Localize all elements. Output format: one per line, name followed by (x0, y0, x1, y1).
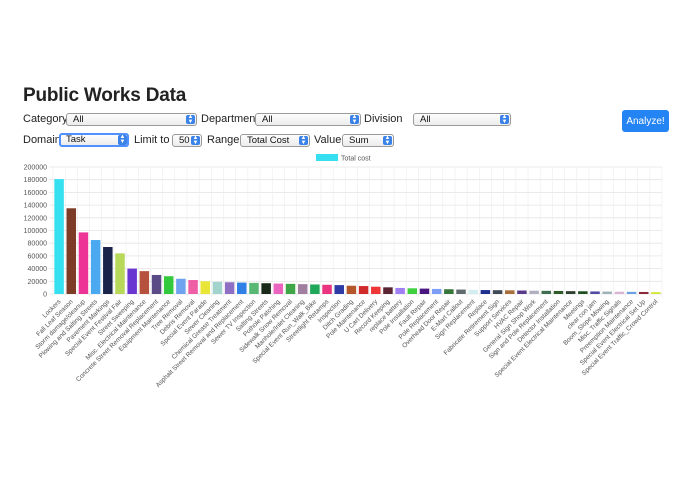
bar (651, 292, 661, 294)
bar (346, 285, 357, 294)
category-select-value: All (73, 114, 84, 125)
select-arrows-icon: ▲ ▼ (299, 135, 308, 146)
bar (54, 179, 64, 294)
y-tick-label: 120000 (24, 215, 47, 222)
bar (383, 287, 393, 294)
bar (638, 291, 649, 294)
bar (602, 291, 612, 294)
bar (188, 280, 198, 294)
limit-label: Limit to (134, 134, 170, 146)
bar (151, 274, 162, 294)
bar (480, 290, 491, 294)
legend-label: Total cost (341, 156, 371, 163)
category-label: Category (23, 113, 68, 125)
department-select[interactable]: All ▲ ▼ (255, 113, 361, 126)
value-label: Value (314, 134, 342, 146)
limit-select[interactable]: 50 ▲ ▼ (172, 134, 202, 147)
domain-select-value: Task (66, 134, 86, 145)
select-arrows-icon: ▲ ▼ (186, 114, 195, 125)
bar (115, 253, 125, 294)
bar (78, 232, 89, 294)
chart-legend: Total cost (316, 154, 371, 163)
bar (504, 290, 515, 294)
bar (456, 289, 466, 294)
bar (310, 284, 320, 294)
bar (517, 290, 527, 294)
bar (565, 291, 576, 294)
bar (614, 291, 625, 294)
domain-label: Domain (23, 134, 61, 146)
select-arrows-icon: ▲ ▼ (350, 114, 359, 125)
bar (297, 284, 308, 294)
bar (553, 290, 564, 294)
bar (66, 208, 77, 294)
bar (590, 291, 600, 294)
chart-gridlines (49, 166, 663, 297)
bar (273, 283, 284, 294)
page-title: Public Works Data (23, 85, 187, 106)
select-arrows-icon: ▲ ▼ (191, 135, 200, 146)
department-label: Department (201, 113, 259, 125)
y-tick-label: 100000 (24, 228, 47, 235)
bar (395, 287, 405, 294)
bar (431, 288, 442, 294)
y-tick-label: 160000 (24, 190, 47, 197)
bar (529, 290, 539, 294)
value-select[interactable]: Sum ▲ ▼ (342, 134, 394, 147)
domain-select[interactable]: Task ▲ ▼ (59, 133, 129, 147)
y-axis-ticks: 0 20000 40000 60000 80000 100000 120000 140000 1… (24, 165, 47, 299)
y-tick-label: 180000 (24, 177, 47, 184)
y-tick-label: 80000 (28, 241, 48, 248)
range-label: Range (207, 134, 240, 146)
division-select[interactable]: All ▲ ▼ (413, 113, 511, 126)
bar (541, 290, 552, 294)
bar (200, 281, 211, 294)
bar (334, 285, 344, 294)
bar (176, 278, 186, 294)
range-select[interactable]: Total Cost ▲ ▼ (240, 134, 310, 147)
y-tick-label: 20000 (28, 279, 48, 286)
y-tick-label: 60000 (28, 253, 48, 260)
bar (419, 288, 430, 294)
bar (139, 271, 150, 294)
bar (444, 289, 454, 294)
bar (127, 268, 137, 294)
bar (261, 283, 271, 294)
value-select-value: Sum (349, 135, 369, 146)
y-tick-label: 0 (43, 292, 47, 299)
y-tick-label: 200000 (24, 165, 47, 172)
select-arrows-icon: ▲ ▼ (500, 114, 509, 125)
range-select-value: Total Cost (247, 135, 290, 146)
limit-select-value: 50 (179, 135, 190, 146)
select-arrows-icon: ▲ ▼ (383, 135, 392, 146)
bar (249, 282, 259, 294)
division-select-value: All (420, 114, 431, 125)
bar (103, 247, 113, 294)
bar (468, 289, 478, 294)
department-select-value: All (262, 114, 273, 125)
bar (163, 276, 174, 294)
category-select[interactable]: All ▲ ▼ (66, 113, 197, 126)
y-tick-label: 40000 (28, 266, 48, 273)
bar (212, 281, 223, 294)
bar (358, 286, 369, 294)
bar (285, 283, 296, 294)
select-arrows-icon: ▲ ▼ (118, 134, 127, 145)
bar (407, 288, 418, 294)
y-tick-label: 140000 (24, 203, 47, 210)
bar (626, 291, 637, 294)
bar (90, 240, 101, 294)
bar (224, 282, 235, 294)
chart-bars (54, 179, 661, 294)
bar (322, 284, 332, 294)
bar (492, 290, 503, 294)
bar (371, 286, 381, 294)
legend-swatch (316, 154, 338, 161)
division-label: Division (364, 113, 403, 125)
bar (237, 282, 247, 294)
analyze-button[interactable]: Analyze! (622, 110, 669, 132)
bar (578, 291, 588, 294)
